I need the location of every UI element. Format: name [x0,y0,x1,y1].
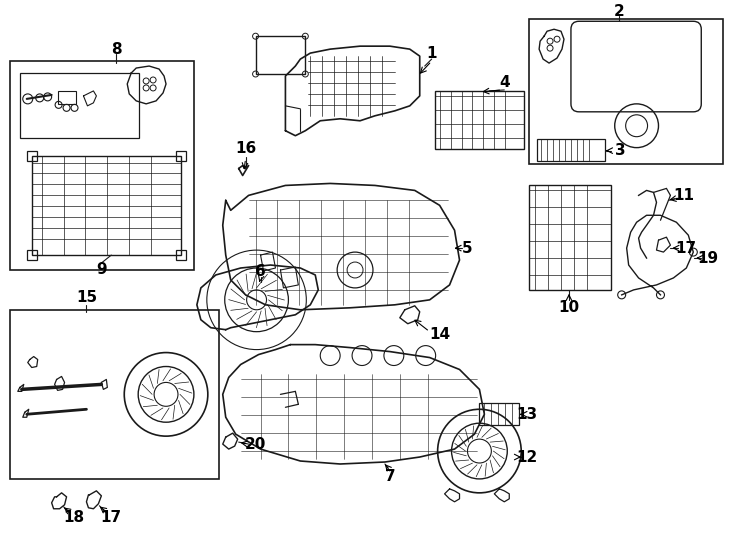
Bar [26,151,37,160]
Bar [10,61,194,270]
Bar [176,250,186,260]
Bar [529,185,611,290]
Bar [479,403,519,425]
Bar [32,156,181,255]
Bar [57,91,76,104]
Bar [255,36,305,74]
Text: 20: 20 [245,437,266,451]
Text: 9: 9 [96,262,106,278]
Text: 1: 1 [426,45,437,60]
Text: 19: 19 [698,251,719,266]
Text: 14: 14 [429,327,450,342]
Text: 16: 16 [235,141,256,156]
Text: 5: 5 [462,241,473,255]
Text: 7: 7 [385,469,395,484]
Text: 3: 3 [615,143,626,158]
Bar [26,250,37,260]
Text: 4: 4 [499,76,509,91]
Text: 11: 11 [673,188,694,203]
Text: 18: 18 [63,510,84,525]
Text: 17: 17 [676,241,697,255]
Text: 15: 15 [76,291,97,305]
Text: 8: 8 [111,42,122,57]
Bar [10,310,219,479]
Text: 13: 13 [517,407,538,422]
Text: 10: 10 [559,300,580,315]
Bar [20,73,139,138]
Text: 12: 12 [517,449,538,464]
Text: 2: 2 [614,4,624,19]
Text: 17: 17 [101,510,122,525]
Text: 6: 6 [255,265,266,280]
Bar [176,151,186,160]
Bar [435,91,524,148]
Bar [537,139,605,160]
Bar [529,19,723,164]
